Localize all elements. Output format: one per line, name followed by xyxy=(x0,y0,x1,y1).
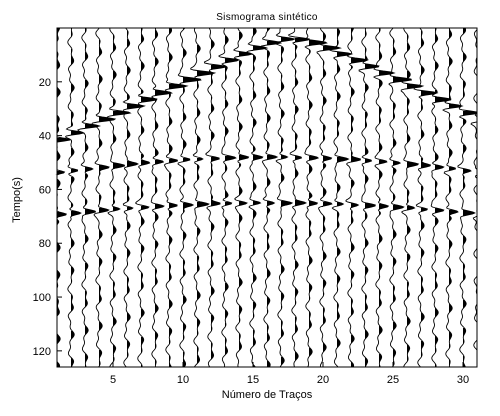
trace-29 xyxy=(442,27,464,368)
trace-20 xyxy=(316,27,342,368)
trace-8 xyxy=(150,27,173,367)
plot-frame xyxy=(56,27,478,368)
trace-10 xyxy=(177,27,202,368)
trace-11 xyxy=(189,27,217,368)
x-axis-title: Número de Traços xyxy=(222,389,313,401)
y-tick-label-60: 60 xyxy=(39,184,51,196)
trace-21-line xyxy=(328,27,354,368)
trace-19-line xyxy=(304,27,328,368)
y-tick-label-80: 80 xyxy=(39,238,51,250)
trace-24 xyxy=(372,27,396,368)
trace-22 xyxy=(345,27,370,368)
trace-14-line xyxy=(232,27,254,368)
trace-2-fill xyxy=(70,28,84,367)
trace-17-fill xyxy=(278,37,295,365)
trace-3-line xyxy=(76,27,102,368)
trace-17 xyxy=(274,27,297,368)
trace-14 xyxy=(232,27,254,368)
trace-6-line xyxy=(122,27,146,368)
trace-27 xyxy=(413,27,439,368)
trace-8-line xyxy=(150,27,173,367)
trace-31 xyxy=(470,28,478,367)
trace-20-fill xyxy=(320,33,341,352)
trace-30-line xyxy=(457,27,478,368)
trace-16-line xyxy=(259,27,283,368)
y-axis-title: Tempo(s) xyxy=(11,177,23,223)
trace-23-fill xyxy=(363,28,379,367)
traces-group xyxy=(55,27,478,368)
trace-18 xyxy=(287,27,310,368)
trace-13 xyxy=(217,27,241,368)
trace-11-fill xyxy=(194,45,215,364)
x-tick-label-5: 5 xyxy=(110,374,116,386)
trace-22-fill xyxy=(349,28,368,367)
trace-19 xyxy=(304,27,328,368)
trace-26-line xyxy=(400,27,425,368)
trace-15 xyxy=(245,27,269,368)
trace-11-line xyxy=(189,27,217,368)
trace-12-line xyxy=(203,27,228,368)
trace-13-line xyxy=(217,27,241,368)
trace-30 xyxy=(457,27,478,368)
trace-7-line xyxy=(134,28,158,367)
x-tick-label-30: 30 xyxy=(457,374,469,386)
trace-26 xyxy=(400,27,425,368)
trace-27-line xyxy=(413,27,439,368)
trace-9 xyxy=(163,27,189,368)
trace-28 xyxy=(430,27,452,368)
trace-22-line xyxy=(345,27,370,368)
trace-13-fill xyxy=(223,36,239,355)
trace-3-fill xyxy=(80,28,100,367)
trace-31-line xyxy=(470,28,478,367)
trace-5 xyxy=(106,27,132,368)
x-tick-label-25: 25 xyxy=(387,374,399,386)
trace-6 xyxy=(122,27,146,368)
trace-7 xyxy=(134,28,158,367)
trace-28-line xyxy=(430,27,452,368)
chart-title: Sismograma sintético xyxy=(216,12,318,23)
trace-25-line xyxy=(388,27,413,368)
trace-16 xyxy=(259,27,283,368)
trace-4 xyxy=(91,27,117,368)
trace-29-line xyxy=(442,27,464,368)
trace-3 xyxy=(76,27,102,368)
x-tick-label-20: 20 xyxy=(317,374,329,386)
x-tick-label-15: 15 xyxy=(247,374,259,386)
trace-25 xyxy=(388,27,413,368)
trace-17-line xyxy=(274,27,297,368)
trace-23 xyxy=(358,27,380,368)
trace-2 xyxy=(64,27,86,368)
trace-23-line xyxy=(358,27,380,368)
trace-30-fill xyxy=(460,28,477,367)
trace-15-line xyxy=(245,27,269,368)
trace-18-line xyxy=(287,27,310,368)
trace-21 xyxy=(328,27,354,368)
x-axis-ticks: 5 10 15 20 25 30 xyxy=(110,362,469,386)
y-tick-label-20: 20 xyxy=(39,77,51,89)
trace-9-fill xyxy=(168,28,187,367)
y-tick-label-120: 120 xyxy=(33,346,51,358)
trace-5-line xyxy=(106,27,132,368)
trace-12 xyxy=(203,27,228,368)
trace-20-line xyxy=(316,27,342,368)
trace-24-line xyxy=(372,27,396,368)
trace-4-line xyxy=(91,27,117,368)
trace-8-fill xyxy=(153,30,172,366)
y-axis-ticks: 20 40 60 80 100 120 xyxy=(33,77,62,358)
trace-9-line xyxy=(163,27,189,368)
y-tick-label-40: 40 xyxy=(39,131,51,143)
trace-10-line xyxy=(177,27,202,368)
trace-29-fill xyxy=(445,29,463,365)
y-tick-label-100: 100 xyxy=(33,292,51,304)
trace-2-line xyxy=(64,27,86,368)
x-tick-label-10: 10 xyxy=(177,374,189,386)
